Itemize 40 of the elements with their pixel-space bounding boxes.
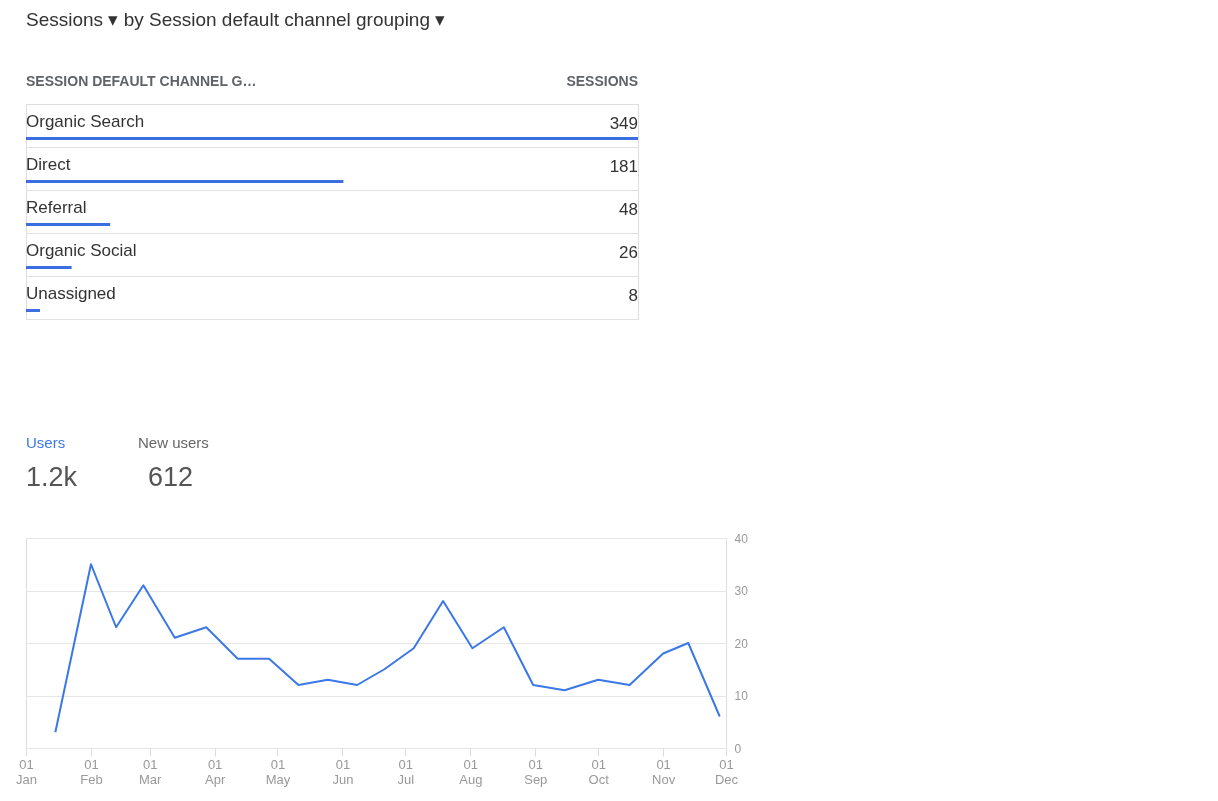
y-tick-label: Organic Search	[26, 111, 145, 131]
y-tick-label: Unassigned	[26, 283, 116, 303]
data-label: 48	[619, 199, 638, 219]
y-tick-label: 20	[734, 636, 749, 651]
text: 612	[148, 462, 194, 492]
x-tick-label: 01 Oct	[588, 756, 610, 787]
y-axis-title: SESSION DEFAULT CHANNEL G…	[26, 73, 257, 89]
data-label: 8	[628, 285, 638, 305]
text: Users	[26, 434, 66, 451]
chart-title: Sessions ▾ by Session default channel grouping ▾	[26, 9, 446, 30]
y-tick-label: 30	[734, 584, 749, 598]
y-tick-label: Direct	[26, 154, 71, 174]
bar	[26, 223, 111, 226]
x-tick-label: 01 Jan	[16, 756, 37, 787]
x-axis-title: SESSIONS	[566, 73, 638, 89]
bar	[26, 309, 41, 312]
data-label: 349	[609, 113, 638, 133]
y-tick-label: Referral	[26, 197, 87, 217]
x-tick-label: 01 Aug	[459, 756, 483, 787]
y-tick-label: 10	[734, 689, 749, 703]
data-label: 181	[609, 156, 638, 176]
bar	[26, 180, 344, 183]
y-tick-label: 40	[734, 531, 749, 546]
x-tick-label: 01 Jun	[332, 756, 354, 787]
bar	[26, 137, 638, 140]
text: New users	[138, 434, 209, 451]
y-tick-label: Organic Social	[26, 240, 137, 260]
x-tick-label: 01 Nov	[652, 756, 676, 787]
x-tick-label: 01 May	[265, 756, 291, 787]
x-tick-label: 01 Mar	[138, 756, 163, 787]
x-tick-label: 01 Sep	[524, 756, 548, 787]
x-tick-label: 01 Feb	[80, 756, 103, 787]
text: 1.2k	[26, 462, 78, 492]
y-tick-label: 0	[734, 741, 742, 756]
bar	[26, 266, 72, 269]
data-label: 26	[619, 242, 638, 262]
x-tick-label: 01 Apr	[205, 756, 226, 787]
line-series	[54, 563, 721, 734]
x-tick-label: 01 Dec	[714, 756, 739, 787]
x-tick-label: 01 Jul	[397, 756, 415, 787]
